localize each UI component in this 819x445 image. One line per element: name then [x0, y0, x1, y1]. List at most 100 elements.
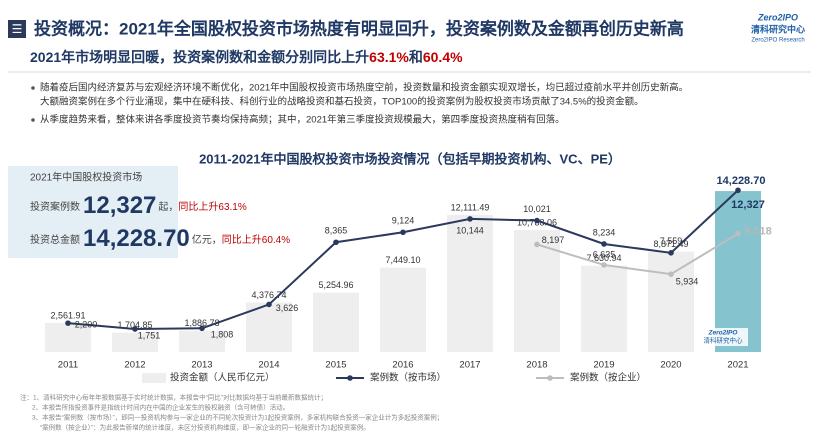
- box-label: 投资总金额: [30, 233, 80, 246]
- line-point: [534, 241, 540, 248]
- bar: [179, 330, 225, 352]
- bullet-dot: [31, 86, 35, 90]
- x-tick-label: 2020: [660, 360, 681, 371]
- bar-value-label: 1,886.78: [184, 318, 219, 328]
- line-value-label: 3,626: [276, 303, 299, 313]
- line-point: [735, 230, 741, 237]
- notes: 注：1、清科研究中心每年年报数据基于实时统计数据，本报告中“同比”对比数据均基于…: [20, 393, 443, 432]
- box-label: 投资案例数: [30, 200, 80, 213]
- box-unit: 亿元，: [192, 233, 222, 246]
- legend-dot: [547, 375, 553, 381]
- bar: [447, 215, 493, 352]
- header-icon-bg: [8, 20, 26, 38]
- box-growth: 同比上升60.4%: [222, 234, 290, 246]
- header-title: 投资概况：2021年全国股权投资市场热度有明显回升，投资案例数及金额再创历史新高: [34, 18, 684, 38]
- bar-value-label: 5,254.96: [318, 280, 353, 290]
- bar: [648, 251, 694, 352]
- x-tick-label: 2016: [392, 360, 413, 371]
- bar: [581, 265, 627, 352]
- bar-value-label: 7,630.94: [586, 253, 621, 263]
- line-value-label: 1,751: [138, 330, 161, 340]
- line-value-label: 6,635: [593, 249, 616, 259]
- box-unit: 起，: [158, 201, 178, 213]
- legend-label: 案例数（按企业）: [570, 372, 646, 384]
- line-point: [467, 216, 473, 222]
- bar-value-label: 1,704.85: [117, 320, 152, 330]
- line-value-label: 8,234: [593, 227, 616, 237]
- bar-value-label: 8,871.49: [653, 239, 688, 249]
- line-point: [266, 301, 272, 308]
- x-tick-label: 2018: [526, 360, 547, 371]
- bar-value-label: 2,561.91: [50, 310, 85, 320]
- bar: [313, 292, 359, 352]
- legend-swatch: [142, 373, 166, 383]
- x-tick-label: 2017: [459, 360, 480, 371]
- bullet-text: 大额融资案例在多个行业涌现，集中在硬科技、科创行业的战略投资和基石投资，TOP1…: [40, 96, 644, 108]
- watermark-logo: 清科研究中心: [704, 336, 744, 345]
- x-tick-label: 2021: [727, 360, 748, 371]
- line-point: [400, 229, 406, 236]
- bar-value-label: 4,376.74: [251, 290, 286, 300]
- bar: [514, 229, 560, 352]
- subtitle: 2021年市场明显回暖，投资案例数和金额分别同比上升63.1%和60.4%: [30, 49, 463, 65]
- bar: [112, 332, 158, 352]
- legend-dot: [347, 375, 353, 381]
- x-tick-label: 2013: [191, 360, 212, 371]
- subtitle-mid: 和: [409, 49, 423, 65]
- line-point: [132, 326, 138, 332]
- bar: [45, 323, 91, 352]
- bar-value-label: 12,111.49: [451, 202, 490, 212]
- subtitle-highlight: 63.1%: [369, 49, 409, 65]
- line-point: [199, 325, 205, 332]
- x-tick-label: 2014: [258, 360, 279, 371]
- logo-en: Zero2IPO Research: [751, 38, 804, 44]
- note: 3、本报告“案例数（按市场）”，即同一投资机构参与一家企业的不同轮次投资计为1起…: [32, 413, 443, 422]
- box-title: 2021年中国股权投资市场: [30, 171, 142, 184]
- box-label: 投资总金额 14,228.70 亿元，同比上升60.4%: [30, 225, 290, 252]
- line-value-label: 12,327: [731, 199, 765, 211]
- line-point: [601, 262, 607, 268]
- note: “案例数（按企业）”：为此报告新增的统计维度，未区分投资机构维度，即一家企业的同…: [40, 423, 370, 432]
- bullet-dot: [31, 118, 35, 122]
- bar: [380, 267, 426, 352]
- box-label: 投资案例数 12,327 起，同比上升63.1%: [30, 192, 247, 219]
- line-point: [668, 250, 674, 256]
- bar-value-label: 7,449.10: [385, 255, 420, 265]
- legend-label: 案例数（按市场）: [370, 372, 446, 384]
- line-point: [534, 217, 540, 224]
- x-tick-label: 2019: [593, 360, 614, 371]
- subtitle-highlight: 60.4%: [423, 49, 463, 65]
- line-value-label: 9,018: [744, 226, 772, 238]
- line-value-label: 10,144: [456, 225, 484, 235]
- subtitle-lead: 2021年市场明显回暖，投资案例数和金额分别同比上升: [30, 49, 369, 65]
- line-value-label: 1,808: [211, 330, 234, 340]
- line: [536, 232, 739, 276]
- watermark-logo-bg: [698, 328, 748, 346]
- line-value-label: 10,021: [523, 204, 551, 214]
- line-point: [668, 271, 674, 277]
- bullet-text: 随着疫后国内经济复苏与宏观经济环境不断优化，2021年中国股权投资市场热度空前，…: [40, 82, 688, 94]
- line-point: [601, 241, 607, 247]
- line-value-label: 7,559: [660, 236, 683, 246]
- chart-title: 2011-2021年中国股权投资市场投资情况（包括早期投资机构、VC、PE）: [199, 151, 621, 166]
- line-value-label: 8,197: [542, 235, 565, 245]
- x-tick-label: 2011: [58, 360, 78, 371]
- note: 注：1、清科研究中心每年年报数据基于实时统计数据，本报告中“同比”对比数据均基于…: [20, 393, 327, 402]
- bar: [715, 191, 761, 352]
- line-point: [735, 187, 741, 194]
- highlight-box: [8, 166, 178, 258]
- x-tick-label: 2012: [124, 360, 145, 371]
- x-tick-label: 2015: [325, 360, 346, 371]
- box-amount: 14,228.70: [83, 225, 190, 252]
- bullet-text: 从季度趋势来看，整体来讲各季度投资节奏均保持高频；其中，2021年第三季度投资规…: [40, 114, 565, 126]
- line-value-label: 2,200: [75, 320, 98, 330]
- logo-brand: Zero2IPO: [757, 12, 798, 22]
- watermark-logo: Zero2IPO: [708, 330, 738, 337]
- line-value-label: 9,124: [392, 216, 415, 226]
- logo-cn: 清科研究中心: [751, 23, 805, 34]
- line-point: [65, 320, 71, 326]
- line-value-label: 5,934: [676, 277, 699, 287]
- box-growth: 同比上升63.1%: [178, 201, 246, 213]
- line-value-label: 8,365: [325, 226, 348, 236]
